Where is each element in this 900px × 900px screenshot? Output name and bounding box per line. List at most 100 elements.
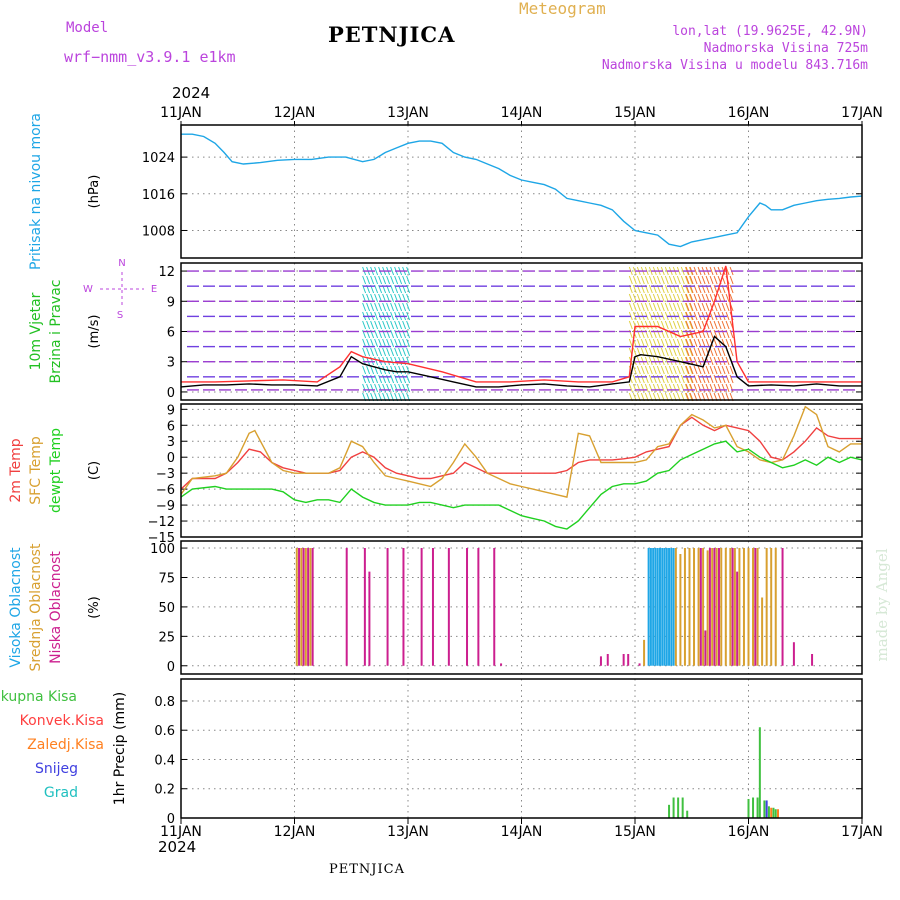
wind-barb [652,356,657,366]
wind-barb [370,383,375,393]
wind-barb [705,302,710,312]
wind-barb [632,266,637,276]
wind-barb [406,329,411,339]
wind-barb [668,383,673,393]
wind-barb [680,383,685,393]
wind-barb [721,356,726,366]
wind-barb [394,365,399,375]
y-tick-label: 100 [150,542,175,557]
wind-barb [693,302,698,312]
wind-barb [697,374,702,384]
y-axis-label: 1hr Precip (mm) [112,692,128,805]
wind-barb [406,275,411,285]
wind-barb [652,302,657,312]
wind-barb [636,320,641,330]
wind-barb [398,356,403,366]
wind-barb [688,275,693,285]
wind-barb [664,266,669,276]
wind-barb [648,329,653,339]
wind-barb [370,275,375,285]
y-tick-label: 1016 [142,188,175,203]
wind-barb [660,347,665,357]
panel-pressure [180,124,863,259]
wind-barb [709,302,714,312]
wind-barb [648,284,653,294]
panel-frame [180,403,863,538]
wind-barb [374,275,379,285]
wind-barb [676,275,681,285]
wind-barb [374,266,379,276]
wind-barb [729,383,734,393]
wind-barb [705,338,710,348]
wind-barb [688,302,693,312]
y-tick-label: 0.2 [154,783,175,798]
wind-barb [693,338,698,348]
wind-barb [660,356,665,366]
wind-barb [386,302,391,312]
wind-barb [366,347,371,357]
wind-barb [640,365,645,375]
wind-barb [632,356,637,366]
wind-barb [656,338,661,348]
wind-barb [701,302,706,312]
wind-barb [664,329,669,339]
wind-barb [390,284,395,294]
wind-barb [729,329,734,339]
wind-barb [406,320,411,330]
wind-barb [374,329,379,339]
wind-barb [705,275,710,285]
wind-barb [672,320,677,330]
wind-barb [729,347,734,357]
wind-barb [648,383,653,393]
wind-barb [660,302,665,312]
wind-barb [660,365,665,375]
wind-barb [693,365,698,375]
y-tick-label: 0.4 [154,753,175,768]
wind-barb [370,347,375,357]
wind-barb [406,347,411,357]
wind-barb [660,338,665,348]
wind-barb [676,365,681,375]
wind-barb [693,266,698,276]
wind-barb [386,275,391,285]
wind-barb [672,365,677,375]
wind-barb [684,320,689,330]
y-axis-label: Pritisak na nivou mora [28,113,44,270]
wind-barb [382,347,387,357]
wind-barb [374,284,379,294]
wind-barb [713,275,718,285]
wind-barb [680,266,685,276]
x-tick-label-bottom: 17JAN [841,824,883,840]
y-tick-label: 25 [158,630,175,645]
wind-barb [693,275,698,285]
wind-barb [374,356,379,366]
wind-barb [386,356,391,366]
wind-barb [652,275,657,285]
wind-barb [382,320,387,330]
wind-barb [640,320,645,330]
wind-barb [709,365,714,375]
wind-barb [705,383,710,393]
wind-barb [725,383,730,393]
wind-barb [378,320,383,330]
wind-barb [644,302,649,312]
wind-barb [688,347,693,357]
wind-barb [721,383,726,393]
series-sfc_temp [180,405,862,498]
meteogram-title: Meteogram [519,0,606,18]
wind-barb [684,338,689,348]
wind-barb [386,338,391,348]
wind-barb [636,356,641,366]
wind-barb [362,338,367,348]
y-tick-label: 9 [167,403,175,418]
year-top: 2024 [172,84,211,102]
wind-barb [660,320,665,330]
wind-barb [725,302,730,312]
compass-letter: E [151,284,157,295]
wind-barb [705,365,710,375]
wind-barb [668,275,673,285]
wind-barb [672,338,677,348]
wind-barb [729,365,734,375]
wind-barb [652,338,657,348]
